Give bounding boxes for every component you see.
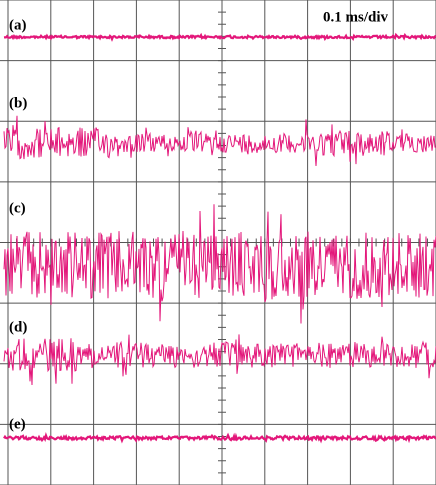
waveform <box>3 204 436 324</box>
waveform <box>3 115 436 167</box>
trace-label: (d) <box>9 319 27 335</box>
trace-label: (a) <box>9 17 27 33</box>
trace-label: (c) <box>9 200 26 216</box>
trace-label: (b) <box>9 95 27 111</box>
labels: 0.1 ms/div (a) (b) (c) (d) (e) <box>9 9 389 432</box>
trace-label: (e) <box>9 416 26 432</box>
waveform <box>3 32 436 42</box>
traces <box>3 32 436 444</box>
timebase-label: 0.1 ms/div <box>323 9 389 25</box>
waveform <box>3 334 436 386</box>
waveform <box>3 431 436 444</box>
